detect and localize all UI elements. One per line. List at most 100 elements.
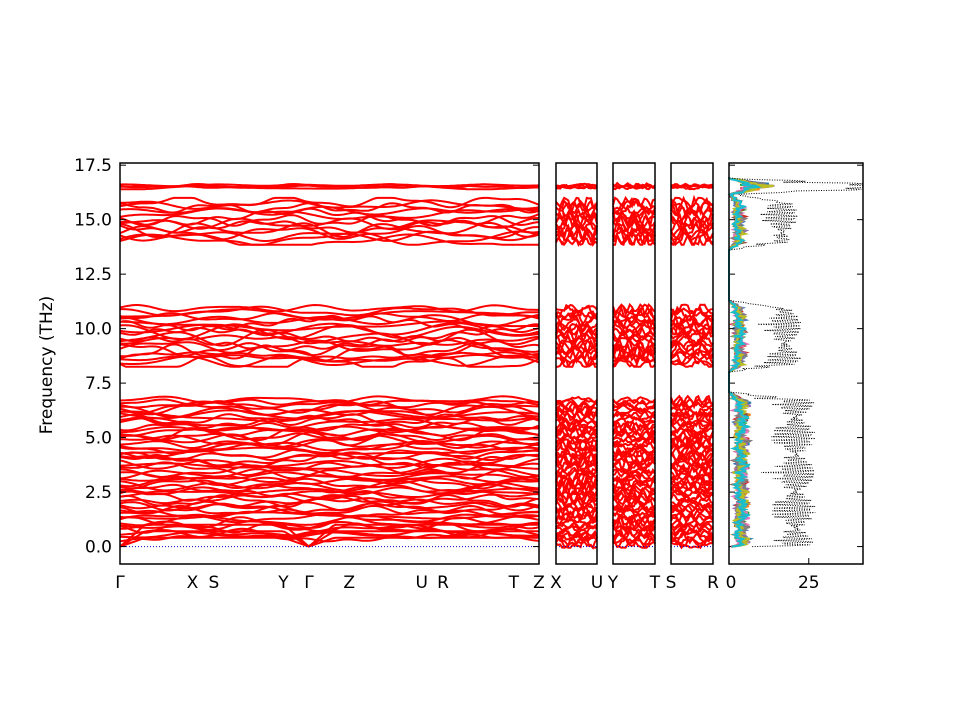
band-line <box>612 398 656 412</box>
band-line <box>670 325 714 338</box>
band-line <box>119 497 540 510</box>
band-line <box>119 405 539 419</box>
band-line <box>119 477 540 490</box>
y-tick-label: 10.0 <box>74 320 112 340</box>
band-line <box>555 346 598 364</box>
band-line <box>555 182 598 188</box>
band-line <box>555 427 598 442</box>
band-line <box>119 471 539 482</box>
band-line <box>670 522 714 535</box>
band-line <box>613 335 656 347</box>
band-line <box>670 303 714 318</box>
band-line <box>670 394 714 409</box>
band-lines-panel-3 <box>612 181 656 550</box>
y-tick-label: 17.5 <box>74 156 112 176</box>
band-line <box>670 526 714 536</box>
band-line <box>670 182 714 188</box>
kpoint-label: S <box>208 573 219 593</box>
band-line <box>555 323 598 346</box>
band-line <box>119 343 539 362</box>
band-line <box>612 326 656 339</box>
band-line <box>670 196 714 209</box>
band-line <box>670 418 714 436</box>
band-line <box>555 224 598 244</box>
band-line <box>555 400 598 409</box>
band-line <box>555 312 598 329</box>
band-line <box>612 197 656 212</box>
band-line <box>119 207 540 227</box>
band-line <box>119 351 540 360</box>
band-line <box>670 408 714 426</box>
band-line <box>119 303 539 313</box>
band-line <box>613 421 656 437</box>
total-dos-line <box>728 176 864 548</box>
band-line <box>555 395 598 404</box>
kpoint-label: X <box>187 573 199 593</box>
band-line <box>612 205 656 230</box>
band-panel-frame-2 <box>555 162 598 565</box>
band-line <box>119 183 540 188</box>
dos-curves <box>727 176 864 548</box>
band-line <box>555 438 598 445</box>
kpoint-label: Y <box>607 573 619 593</box>
band-line <box>555 339 598 350</box>
band-line <box>120 425 540 434</box>
band-line <box>670 400 714 410</box>
band-line <box>670 474 714 489</box>
band-line <box>670 219 714 239</box>
band-line <box>670 401 714 418</box>
partial-dos-line <box>727 177 762 548</box>
band-line <box>119 451 540 467</box>
band-line <box>119 502 540 515</box>
band-line <box>613 497 656 506</box>
band-line <box>612 305 656 324</box>
kpoint-label: Γ <box>115 573 125 593</box>
band-line <box>670 351 714 366</box>
band-line <box>119 500 540 512</box>
band-line <box>555 321 598 331</box>
band-panel-frame-1 <box>119 162 540 565</box>
band-line <box>612 462 656 476</box>
band-line <box>119 233 539 246</box>
band-line <box>119 516 540 530</box>
band-lines-panel-4 <box>670 182 714 550</box>
y-axis-label: Frequency (THz) <box>37 296 57 435</box>
kpoint-label: Γ <box>304 573 314 593</box>
band-line <box>119 199 540 210</box>
kpoint-label: X <box>550 573 562 593</box>
band-line <box>670 512 714 520</box>
band-line <box>119 314 540 332</box>
band-line <box>612 198 656 216</box>
kpoint-label: U <box>591 573 603 593</box>
band-line <box>555 400 598 413</box>
band-line <box>555 196 598 212</box>
band-line <box>120 305 539 317</box>
dos-panel-frame <box>728 162 864 565</box>
dos-x-tick-label: 25 <box>798 573 820 593</box>
band-line <box>670 522 714 530</box>
band-line <box>555 304 598 313</box>
band-line <box>670 305 714 323</box>
band-line <box>119 313 540 327</box>
band-line <box>119 321 540 336</box>
band-line <box>555 201 598 215</box>
band-line <box>612 498 656 514</box>
band-line <box>555 326 598 337</box>
kpoint-label: Y <box>277 573 289 593</box>
band-line <box>670 201 714 215</box>
y-tick-label: 5.0 <box>85 429 112 449</box>
band-line <box>612 219 656 235</box>
band-panel-frame-3 <box>612 162 656 565</box>
band-line <box>670 492 714 503</box>
y-tick-label: 0.0 <box>85 538 112 558</box>
band-line <box>612 437 656 450</box>
y-tick-label: 12.5 <box>74 265 112 285</box>
kpoint-label: Z <box>343 573 355 593</box>
band-line <box>612 536 656 550</box>
band-line <box>555 529 598 543</box>
band-line <box>670 506 714 516</box>
band-line <box>670 221 714 232</box>
band-line <box>119 214 540 227</box>
band-line <box>119 441 540 453</box>
kpoint-label: T <box>649 573 661 593</box>
